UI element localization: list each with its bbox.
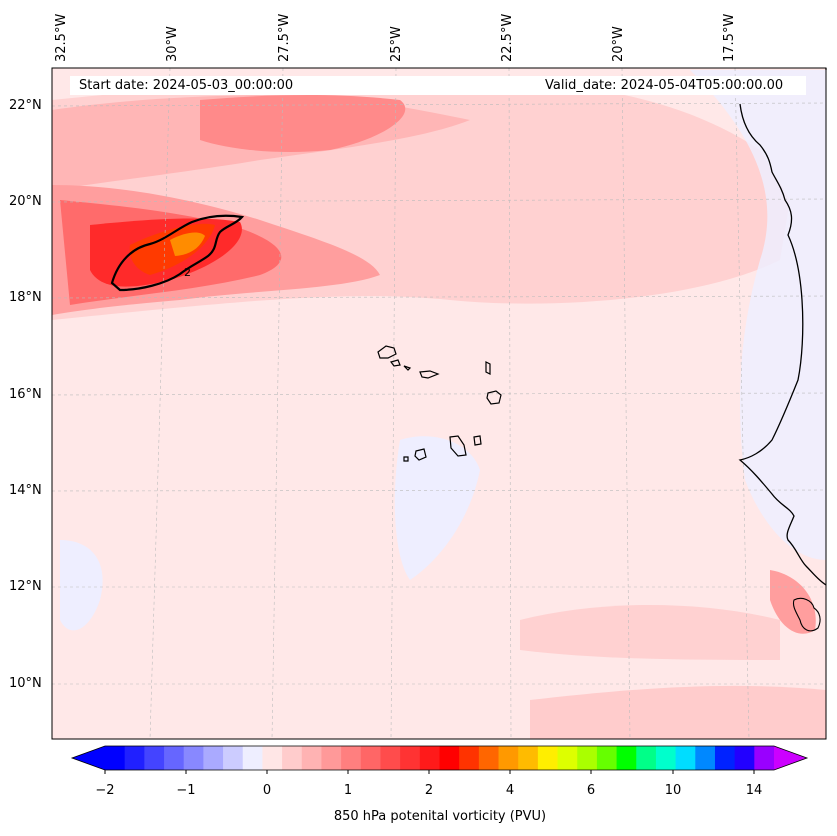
pv-field-negative-east	[690, 70, 826, 560]
colorbar-tick-label: −1	[176, 783, 196, 798]
colorbar-tick-label: 14	[745, 783, 763, 798]
colorbar-swatch	[183, 746, 204, 770]
colorbar-swatch	[124, 746, 145, 770]
colorbar-swatch	[419, 746, 440, 770]
colorbar-tick-label: 0	[262, 783, 272, 798]
colorbar-swatch	[459, 746, 480, 770]
colorbar-swatch	[577, 746, 598, 770]
colorbar-swatch	[360, 746, 381, 770]
map-panel: 2	[51, 67, 827, 740]
lon-label: 22.5°W	[500, 13, 515, 62]
gridlines	[51, 67, 827, 740]
colorbar-swatch	[596, 746, 618, 770]
colorbar-swatch	[400, 746, 421, 770]
pv-field-negative-center	[394, 436, 480, 580]
colorbar-swatch	[518, 746, 539, 770]
colorbar-swatch	[164, 746, 185, 770]
colorbar-swatch	[734, 746, 755, 770]
pv-field-south-edge	[530, 685, 826, 739]
lon-label: 30°W	[165, 26, 180, 62]
lat-label: 10°N	[9, 676, 42, 691]
colorbar-extend-low	[72, 746, 105, 770]
colorbar-swatch	[301, 746, 322, 770]
colorbar-swatch	[341, 746, 362, 770]
colorbar-tick-label: 10	[664, 783, 682, 798]
lat-label: 18°N	[9, 290, 42, 305]
colorbar-swatch	[557, 746, 578, 770]
colorbar-swatch	[636, 746, 657, 770]
lon-label: 32.5°W	[54, 13, 69, 62]
lat-label: 14°N	[9, 483, 42, 498]
header-bar	[70, 76, 806, 95]
lat-label: 12°N	[9, 579, 42, 594]
colorbar	[70, 745, 809, 774]
colorbar-swatch	[242, 746, 263, 770]
colorbar-swatch	[144, 746, 165, 770]
contour-label: 2	[184, 266, 191, 279]
lon-label: 25°W	[389, 26, 404, 62]
colorbar-extend-high	[774, 746, 807, 770]
pv-field-negative-west	[60, 540, 103, 631]
pv-field-coastal-high	[770, 570, 816, 634]
colorbar-swatch	[714, 746, 736, 770]
colorbar-swatch	[282, 746, 303, 770]
colorbar-swatch	[203, 746, 224, 770]
colorbar-tick-label: 2	[424, 783, 434, 798]
colorbar-swatch	[498, 746, 519, 770]
colorbar-swatch	[223, 746, 244, 770]
lat-label: 22°N	[9, 98, 42, 113]
colorbar-swatch	[439, 746, 460, 770]
colorbar-tick-label: −2	[95, 783, 115, 798]
colorbar-tick-label: 4	[505, 783, 515, 798]
start-date-text: Start date: 2024-05-03_00:00:00	[79, 78, 294, 93]
colorbar-swatch	[105, 746, 126, 770]
valid-date-text: Valid_date: 2024-05-04T05:00:00.00	[545, 78, 784, 93]
colorbar-tick-label: 1	[343, 783, 353, 798]
colorbar-swatch	[380, 746, 401, 770]
pv-field-band-ne	[200, 95, 406, 152]
colorbar-swatch	[478, 746, 500, 770]
map-frame	[51, 67, 827, 740]
colorbar-swatch	[321, 746, 342, 770]
lon-label: 17.5°W	[722, 13, 737, 62]
colorbar-swatch	[616, 746, 637, 770]
colorbar-title: 850 hPa potenital vorticity (PVU)	[333, 809, 547, 824]
cape-verde-islands	[377, 345, 502, 462]
pv-contour-2	[110, 214, 245, 292]
colorbar-swatch	[675, 746, 696, 770]
lon-label: 27.5°W	[277, 13, 292, 62]
colorbar-tick-label: 6	[586, 783, 596, 798]
colorbar-swatch	[537, 746, 559, 770]
pv-field-south-band	[520, 605, 780, 660]
colorbar-swatch	[754, 746, 775, 770]
pv-field-peak-core	[170, 232, 205, 256]
lat-label: 20°N	[9, 194, 42, 209]
colorbar-swatch	[262, 746, 283, 770]
lat-label: 16°N	[9, 387, 42, 402]
lon-label: 20°W	[611, 26, 626, 62]
bijagos-islands	[792, 597, 821, 632]
colorbar-swatch	[655, 746, 677, 770]
colorbar-swatch	[695, 746, 716, 770]
